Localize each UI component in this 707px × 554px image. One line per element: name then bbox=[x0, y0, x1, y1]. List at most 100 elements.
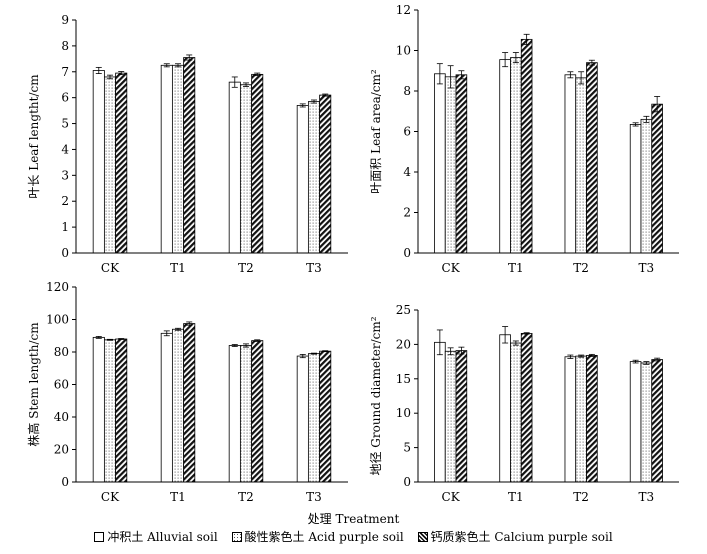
bar-alluvial-t3 bbox=[629, 361, 642, 483]
bar-calcium-purple-t3 bbox=[319, 94, 332, 254]
legend-item-acid-purple: 酸性紫色土 Acid purple soil bbox=[231, 528, 404, 545]
y-tick-label: 120 bbox=[46, 280, 69, 294]
x-tick-label: T3 bbox=[306, 261, 322, 275]
y-tick-label: 40 bbox=[54, 410, 69, 424]
y-tick-label: 8 bbox=[403, 84, 411, 98]
legend-label: 冲积土 Alluvial soil bbox=[107, 530, 218, 544]
bar-calcium-purple-t3 bbox=[651, 103, 663, 254]
x-tick-label: T3 bbox=[306, 490, 322, 504]
legend-swatch-dots bbox=[231, 531, 242, 542]
y-tick-label: 6 bbox=[61, 91, 69, 105]
x-tick-label: CK bbox=[442, 490, 461, 504]
bar-alluvial-t2 bbox=[228, 81, 241, 254]
bar-acid-purple-t3 bbox=[640, 362, 653, 483]
bar-alluvial-t2 bbox=[564, 74, 577, 254]
y-tick-label: 20 bbox=[54, 443, 69, 457]
bar-acid-purple-t1 bbox=[171, 64, 185, 254]
bar-acid-purple-ck bbox=[444, 76, 457, 254]
legend: 冲积土 Alluvial soil 酸性紫色土 Acid purple soil… bbox=[0, 528, 707, 545]
bar-acid-purple-t1 bbox=[171, 328, 185, 483]
bar-acid-purple-ck bbox=[103, 339, 117, 483]
x-tick-label: T2 bbox=[573, 490, 589, 504]
bar-calcium-purple-t1 bbox=[183, 57, 196, 254]
chart-leaf-area: CK T1 T2 T3 0 2 4 6 8 10 12 叶面积 Leaf area/cm² bbox=[369, 3, 679, 275]
y-axis-label: 叶面积 Leaf area/cm² bbox=[369, 69, 383, 194]
bar-calcium-purple-t1 bbox=[520, 332, 533, 483]
bar-alluvial-t1 bbox=[499, 334, 511, 483]
x-tick-label: CK bbox=[101, 261, 120, 275]
legend-label: 酸性紫色土 Acid purple soil bbox=[244, 530, 404, 544]
bar-alluvial-t3 bbox=[296, 105, 309, 254]
bar-alluvial-ck bbox=[434, 341, 446, 483]
y-axis-label: 地径 Ground diameter/cm² bbox=[369, 316, 383, 475]
bar-alluvial-ck bbox=[92, 336, 105, 483]
bar-acid-purple-ck bbox=[103, 76, 117, 254]
y-tick-label: 15 bbox=[396, 372, 411, 386]
chart-stem-length: CK T1 T2 T3 0 20 40 60 80 100 120 株高 Stem length/cm bbox=[26, 280, 348, 504]
bar-alluvial-t1 bbox=[499, 59, 511, 254]
x-tick-label: T3 bbox=[639, 490, 655, 504]
bar-calcium-purple-ck bbox=[455, 350, 468, 483]
bar-alluvial-ck bbox=[92, 70, 105, 254]
bar-calcium-purple-t3 bbox=[319, 350, 332, 483]
y-tick-label: 6 bbox=[403, 125, 411, 139]
bar-calcium-purple-t1 bbox=[520, 38, 533, 254]
legend-item-alluvial: 冲积土 Alluvial soil bbox=[94, 528, 218, 545]
y-axis-label: 株高 Stem length/cm bbox=[26, 322, 41, 447]
y-tick-label: 20 bbox=[396, 337, 411, 351]
y-tick-label: 25 bbox=[396, 303, 411, 317]
x-tick-label: T2 bbox=[238, 490, 254, 504]
x-tick-label: T3 bbox=[639, 261, 655, 275]
y-tick-label: 7 bbox=[61, 65, 69, 79]
y-tick-label: 8 bbox=[61, 39, 69, 53]
bar-alluvial-ck bbox=[434, 73, 446, 254]
legend-swatch-empty bbox=[94, 531, 105, 542]
y-tick-label: 0 bbox=[61, 246, 69, 260]
y-tick-label: 2 bbox=[403, 206, 411, 220]
bar-acid-purple-t2 bbox=[239, 345, 253, 483]
x-tick-label: T1 bbox=[170, 261, 186, 275]
bar-calcium-purple-ck bbox=[115, 72, 128, 254]
bar-acid-purple-ck bbox=[444, 350, 457, 483]
bar-calcium-purple-ck bbox=[115, 338, 128, 483]
y-tick-label: 12 bbox=[396, 3, 411, 17]
common-x-axis-label: 处理 Treatment bbox=[307, 512, 400, 526]
bar-acid-purple-t3 bbox=[307, 353, 321, 483]
bar-acid-purple-t1 bbox=[510, 342, 522, 483]
bar-alluvial-t2 bbox=[564, 356, 577, 483]
bar-alluvial-t3 bbox=[296, 355, 309, 483]
bar-calcium-purple-t2 bbox=[251, 73, 264, 254]
x-tick-label: T1 bbox=[170, 490, 186, 504]
chart-leaf-length: CK T1 T2 T3 0 1 2 3 4 5 6 7 8 9 叶长 Leaf lengtht/cm bbox=[27, 13, 348, 275]
legend-swatch-hatch bbox=[417, 531, 428, 542]
bar-acid-purple-t2 bbox=[575, 77, 587, 254]
x-tick-label: T2 bbox=[573, 261, 589, 275]
y-tick-label: 4 bbox=[61, 142, 69, 156]
bar-alluvial-t1 bbox=[160, 64, 173, 254]
y-tick-label: 5 bbox=[403, 441, 411, 455]
bar-alluvial-t2 bbox=[228, 345, 241, 483]
x-tick-label: T2 bbox=[238, 261, 254, 275]
legend-item-calcium-purple: 钙质紫色土 Calcium purple soil bbox=[417, 528, 613, 545]
y-tick-label: 1 bbox=[61, 220, 69, 234]
y-tick-label: 0 bbox=[61, 475, 69, 489]
y-tick-label: 0 bbox=[403, 475, 411, 489]
bar-acid-purple-t1 bbox=[510, 57, 522, 254]
y-tick-label: 10 bbox=[396, 44, 411, 58]
y-tick-label: 80 bbox=[54, 345, 69, 359]
bar-calcium-purple-t3 bbox=[651, 359, 663, 483]
legend-label: 钙质紫色土 Calcium purple soil bbox=[430, 530, 613, 544]
y-tick-label: 9 bbox=[61, 13, 69, 27]
y-tick-label: 0 bbox=[403, 246, 411, 260]
x-tick-label: T1 bbox=[508, 261, 524, 275]
y-tick-label: 4 bbox=[403, 165, 411, 179]
bar-calcium-purple-t2 bbox=[586, 62, 598, 254]
y-tick-label: 100 bbox=[46, 313, 69, 327]
bar-alluvial-t3 bbox=[629, 124, 642, 254]
bar-acid-purple-t3 bbox=[640, 118, 653, 254]
y-tick-label: 5 bbox=[61, 117, 69, 131]
bar-acid-purple-t2 bbox=[239, 84, 253, 254]
y-tick-label: 3 bbox=[61, 168, 69, 182]
x-tick-label: T1 bbox=[508, 490, 524, 504]
